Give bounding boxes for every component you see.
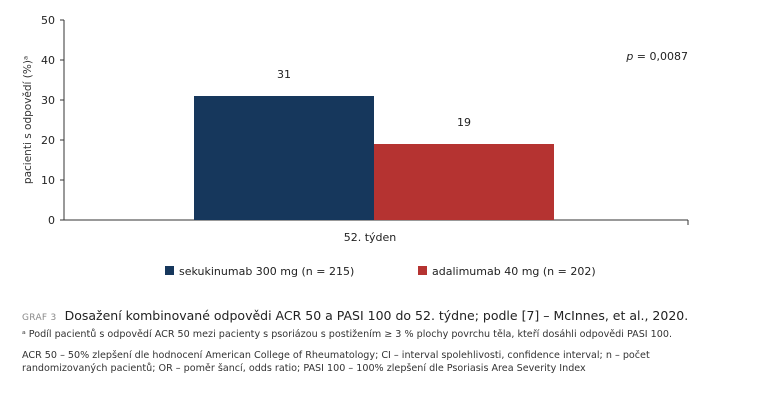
bar-chart: pacienti s odpovědí (%)ᵃ 0 10 20 30 40 50 31 1… <box>22 14 689 278</box>
p-value-annotation: p = 0,0087 <box>625 50 688 63</box>
legend: sekukinumab 300 mg (n = 215) adalimumab … <box>165 265 596 278</box>
bar-value-label-1: 31 <box>277 68 291 81</box>
abbreviations-note: ACR 50 – 50% zlepšení dle hodnocení Amer… <box>22 350 650 374</box>
y-axis-title: pacienti s odpovědí (%)ᵃ <box>22 56 34 184</box>
y-tick-label-2: 20 <box>41 134 55 147</box>
y-tick-label-3: 30 <box>41 94 55 107</box>
bar-series-2 <box>374 144 554 220</box>
x-category-label: 52. týden <box>344 231 397 244</box>
legend-swatch-adalimumab <box>418 266 427 275</box>
y-tick-label-1: 10 <box>41 174 55 187</box>
figure-title: Dosažení kombinované odpovědi ACR 50 a P… <box>64 308 689 323</box>
y-tick-label-0: 0 <box>48 214 55 227</box>
p-value-text: = 0,0087 <box>633 50 688 63</box>
bar-series-1 <box>194 96 374 220</box>
bar-value-label-2: 19 <box>457 116 471 129</box>
figure-caption: GRAF 3 Dosažení kombinované odpovědi ACR … <box>22 308 742 375</box>
y-tick-label-5: 50 <box>41 14 55 27</box>
figure-footnote: ᵃ Podíl pacientů s odpovědí ACR 50 mezi … <box>22 329 673 340</box>
legend-label-sekukinumab: sekukinumab 300 mg (n = 215) <box>179 265 354 278</box>
caption-title-line: GRAF 3 Dosažení kombinované odpovědi ACR … <box>22 308 742 323</box>
figure-label: GRAF 3 <box>22 313 57 323</box>
legend-swatch-sekukinumab <box>165 266 174 275</box>
y-tick-label-4: 40 <box>41 54 55 67</box>
p-value-symbol: p <box>625 50 633 63</box>
legend-label-adalimumab: adalimumab 40 mg (n = 202) <box>432 265 596 278</box>
